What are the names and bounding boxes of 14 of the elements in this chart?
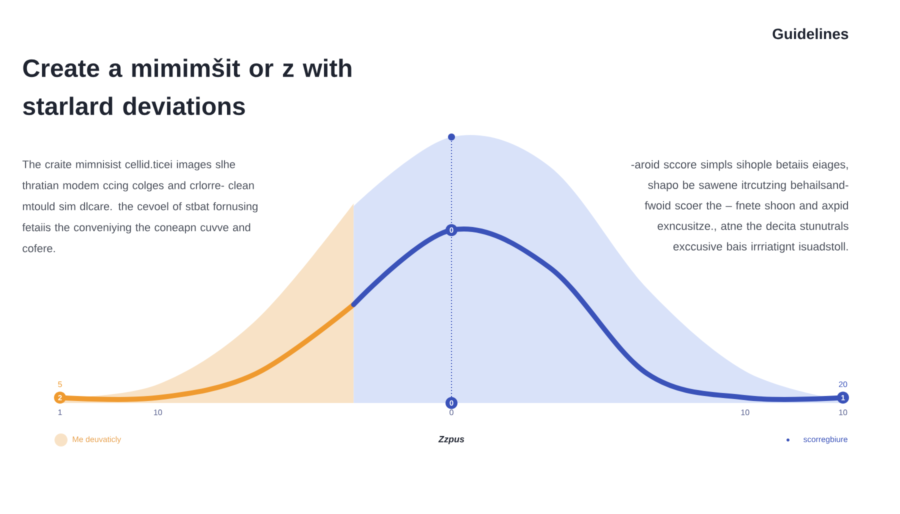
- chart-subtitle: Guidelines: [772, 28, 848, 40]
- x-tick-label: 10: [154, 410, 162, 416]
- chart-title: Create a mimimšit or z with starlard deviations: [23, 58, 352, 116]
- x-tick-label: 10: [741, 410, 750, 416]
- legend-label: scorregbiure: [804, 436, 848, 444]
- x-tick-label: 1: [58, 410, 62, 416]
- x-tick-label: 0: [450, 410, 454, 416]
- x-tick-label: 10: [839, 410, 848, 416]
- annotation: -aroid sccore simpls sihople betaiis eiages, shapo be sawene itrcutzing behailsand- fwoid scoer the – fnete shoon and axpid exncusitze., atne the decita stunutrals exccusive bais irrriatignt isuadstoll.: [631, 160, 848, 253]
- annotation: 20: [838, 381, 848, 388]
- annotation: 5: [58, 382, 62, 388]
- annotation: The craite mimnisist cellid.ticei images slhe thratian modem ccing colges and crlorre- clean mtould sim dlcare. the cevoel of stbat fornusing fetaiis the conveniying the coneapn cuvve and cofere.: [22, 160, 258, 252]
- legend-label: Me deuvaticly: [72, 436, 122, 444]
- x-axis-title: Zzpus: [438, 436, 464, 444]
